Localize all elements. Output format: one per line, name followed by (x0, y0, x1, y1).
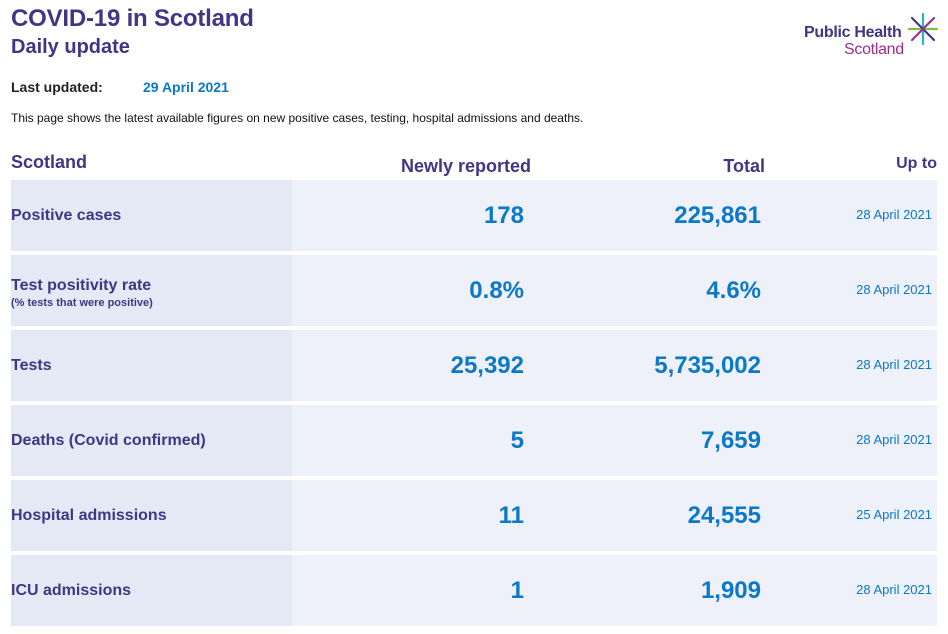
table-row-icu-admissions: ICU admissions 1 1,909 28 April 2021 (11, 555, 937, 626)
intro-text: This page shows the latest available fig… (11, 111, 584, 125)
up-to-date: 28 April 2021 (856, 207, 932, 222)
table-row-tests: Tests 25,392 5,735,002 28 April 2021 (11, 330, 937, 401)
up-to-date: 28 April 2021 (856, 357, 932, 372)
public-health-scotland-logo[interactable]: Public Health Scotland (804, 12, 940, 60)
page-title: COVID-19 in Scotland (11, 5, 254, 32)
newly-reported-value: 178 (483, 202, 524, 229)
total-value: 5,735,002 (654, 352, 761, 379)
up-to-date: 25 April 2021 (856, 507, 932, 522)
star-burst-icon (907, 12, 939, 46)
newly-reported-value: 5 (510, 427, 524, 454)
column-header-up-to: Up to (896, 155, 937, 172)
row-label: Tests (11, 357, 52, 374)
page-subtitle: Daily update (11, 36, 130, 58)
newly-reported-value: 11 (498, 502, 524, 529)
table-row-hospital-admissions: Hospital admissions 11 24,555 25 April 2… (11, 480, 937, 551)
total-value: 7,659 (700, 427, 761, 454)
logo-line2: Scotland (844, 41, 904, 58)
newly-reported-value: 25,392 (450, 352, 524, 379)
newly-reported-value: 0.8% (469, 277, 524, 304)
total-value: 4.6% (706, 277, 761, 304)
total-value: 225,861 (674, 202, 761, 229)
table-row-positive-cases: Positive cases 178 225,861 28 April 2021 (11, 180, 937, 251)
row-sublabel: (% tests that were positive) (11, 297, 153, 309)
newly-reported-value: 1 (510, 577, 524, 604)
column-header-region: Scotland (11, 152, 88, 172)
last-updated-value: 29 April 2021 (143, 79, 229, 95)
up-to-date: 28 April 2021 (856, 282, 932, 297)
total-value: 1,909 (700, 577, 761, 604)
row-label: Deaths (Covid confirmed) (11, 432, 206, 449)
up-to-date: 28 April 2021 (856, 432, 932, 447)
total-value: 24,555 (687, 502, 761, 529)
logo-line1: Public Health (804, 24, 902, 41)
row-label: Hospital admissions (11, 507, 167, 524)
up-to-date: 28 April 2021 (856, 582, 932, 597)
last-updated-label: Last updated: (11, 79, 103, 95)
table-row-deaths: Deaths (Covid confirmed) 5 7,659 28 Apri… (11, 405, 937, 476)
row-label: Positive cases (11, 207, 122, 224)
column-header-total: Total (723, 156, 765, 176)
row-label: Test positivity rate (11, 277, 152, 294)
table-row-test-positivity-rate: Test positivity rate (% tests that were … (11, 255, 937, 326)
column-header-newly-reported: Newly reported (400, 156, 531, 176)
statistics-table: Positive cases 178 225,861 28 April 2021… (11, 180, 937, 630)
row-label: ICU admissions (11, 582, 132, 599)
